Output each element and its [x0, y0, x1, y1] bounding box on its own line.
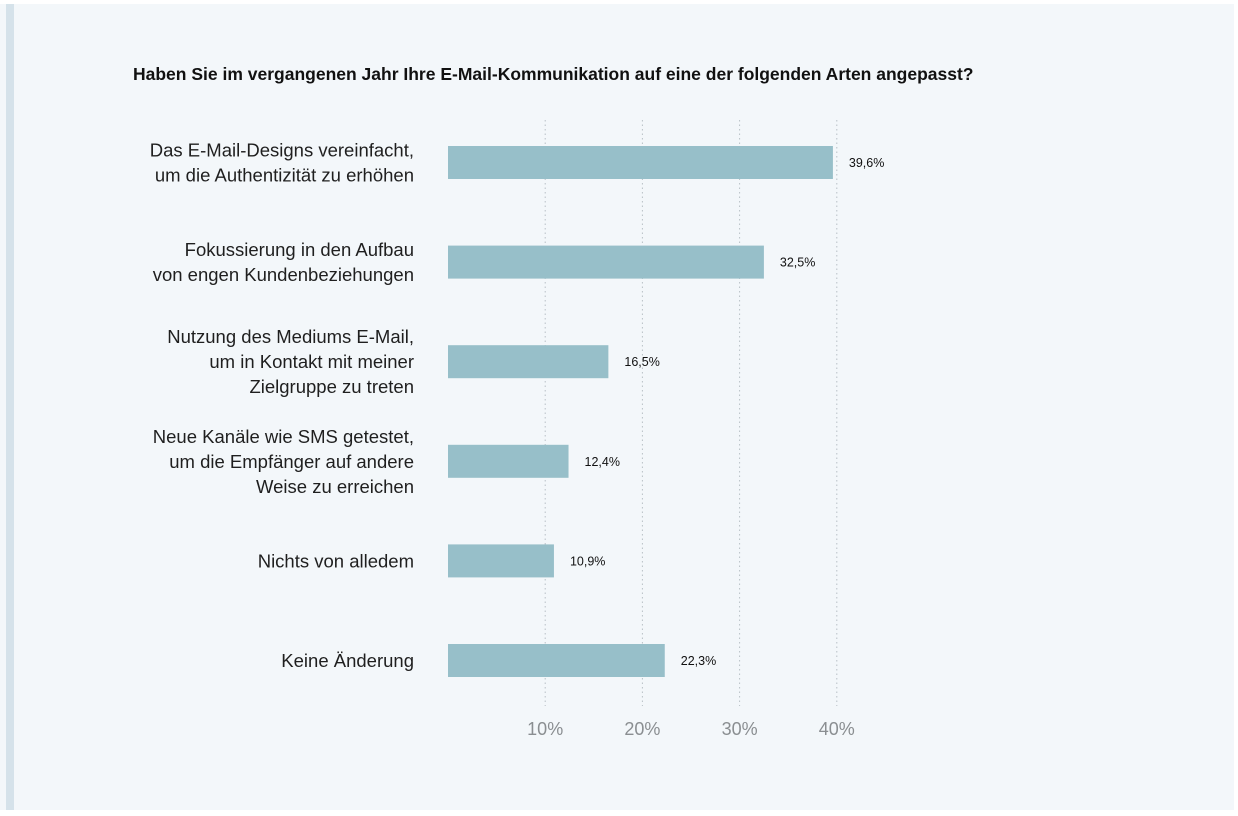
bars [448, 146, 833, 677]
gridlines [544, 120, 838, 706]
bar [448, 245, 764, 279]
x-tick-label: 20% [624, 719, 660, 739]
panel-accent-bar [6, 4, 14, 810]
category-label: Neue Kanäle wie SMS getestet, um die Empf… [153, 426, 414, 497]
category-label: Das E-Mail-Designs vereinfacht, um die Au… [150, 140, 414, 186]
bar [448, 345, 609, 379]
x-axis-ticks: 10% 20% 30% 40% [527, 719, 855, 739]
bar [448, 146, 833, 179]
data-label: 22,3% [681, 654, 716, 668]
category-label: Nutzung des Mediums E-Mail, um in Kontakt… [167, 326, 414, 397]
category-label: Fokussierung in den Aufbau von engen Kund… [153, 239, 414, 285]
data-label: 10,9% [570, 554, 605, 568]
bar [448, 644, 665, 677]
data-label: 39,6% [849, 156, 884, 170]
x-tick-label: 10% [527, 719, 563, 739]
chart-title: Haben Sie im vergangenen Jahr Ihre E-Mai… [133, 64, 974, 84]
value-labels: 39,6% 32,5% 16,5% 12,4% 10,9% 22,3% [570, 156, 884, 668]
category-label: Keine Änderung [281, 650, 414, 671]
data-label: 32,5% [780, 256, 815, 270]
data-label: 16,5% [624, 355, 659, 369]
bar [448, 444, 569, 478]
bar [448, 544, 554, 578]
x-tick-label: 30% [722, 719, 758, 739]
data-label: 12,4% [585, 455, 620, 469]
category-labels: Das E-Mail-Designs vereinfacht, um die Au… [150, 140, 414, 672]
x-tick-label: 40% [819, 719, 855, 739]
category-label: Nichts von alledem [258, 550, 414, 571]
